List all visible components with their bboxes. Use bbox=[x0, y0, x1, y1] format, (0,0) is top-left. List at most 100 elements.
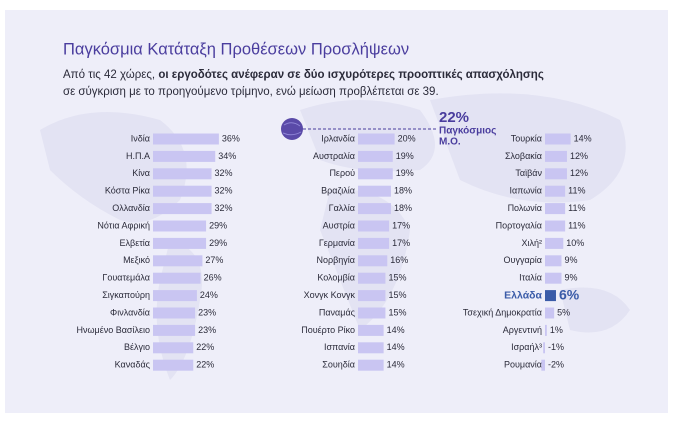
category-label: Γουατεμάλα bbox=[102, 273, 150, 283]
bar bbox=[358, 133, 395, 145]
category-label: Παναμάς bbox=[319, 307, 356, 317]
value-label: 32% bbox=[215, 186, 233, 196]
value-label: 29% bbox=[209, 220, 227, 230]
value-label: 14% bbox=[387, 360, 405, 370]
bar bbox=[153, 272, 201, 284]
category-label: Αργεντινή bbox=[503, 325, 542, 335]
bar bbox=[153, 290, 197, 302]
bar bbox=[153, 255, 203, 267]
category-label: Χονγκ Κονγκ bbox=[304, 290, 356, 300]
category-label: Σλοβακία bbox=[505, 151, 542, 161]
category-label: Ιαπωνία bbox=[509, 186, 542, 196]
category-label: Καναδάς bbox=[115, 360, 151, 370]
category-label: Φινλανδία bbox=[110, 307, 150, 317]
value-label: 22% bbox=[196, 342, 214, 352]
value-label: 27% bbox=[205, 255, 223, 265]
bar bbox=[153, 220, 207, 232]
category-label: Ταϊβάν bbox=[515, 168, 542, 178]
value-label: 16% bbox=[390, 255, 408, 265]
bar bbox=[545, 150, 567, 162]
category-label: Ρουμανία bbox=[504, 360, 542, 370]
value-label: 26% bbox=[204, 273, 222, 283]
value-label: 17% bbox=[392, 220, 410, 230]
value-label: -1% bbox=[548, 342, 564, 352]
bar bbox=[545, 220, 566, 232]
value-label: 6% bbox=[559, 286, 580, 302]
category-label: Βέλγιο bbox=[124, 342, 150, 352]
value-label: 23% bbox=[198, 325, 216, 335]
category-label: Κίνα bbox=[132, 168, 150, 178]
category-label: Αυστρία bbox=[323, 220, 355, 230]
bar bbox=[545, 203, 566, 215]
bar bbox=[153, 203, 212, 215]
value-label: 22% bbox=[196, 360, 214, 370]
category-label: Τουρκία bbox=[511, 133, 542, 143]
bar bbox=[358, 220, 390, 232]
category-label: Σουηδία bbox=[322, 360, 355, 370]
bar bbox=[153, 150, 216, 162]
category-label: Η.Π.Α bbox=[126, 151, 150, 161]
category-label: Κολομβία bbox=[317, 273, 355, 283]
bar bbox=[545, 324, 547, 336]
bar bbox=[358, 307, 386, 319]
value-label: 14% bbox=[574, 133, 592, 143]
bar bbox=[358, 203, 391, 215]
category-label: Γερμανία bbox=[319, 238, 355, 248]
globe-lines bbox=[282, 122, 302, 136]
value-label: 15% bbox=[388, 290, 406, 300]
bar bbox=[541, 359, 545, 371]
bar bbox=[358, 342, 384, 354]
category-label: Σιγκαπούρη bbox=[102, 290, 150, 300]
bar bbox=[153, 324, 196, 336]
bar bbox=[153, 359, 194, 371]
value-label: 15% bbox=[388, 273, 406, 283]
bar bbox=[543, 342, 545, 354]
category-label: Τσεχική Δημοκρατία bbox=[463, 307, 542, 317]
bar bbox=[153, 133, 219, 145]
value-label: -2% bbox=[548, 360, 564, 370]
value-label: 20% bbox=[398, 133, 416, 143]
bar bbox=[358, 359, 384, 371]
bar bbox=[545, 133, 571, 145]
value-label: 29% bbox=[209, 238, 227, 248]
category-label: Ισπανία bbox=[324, 342, 355, 352]
value-label: 32% bbox=[215, 203, 233, 213]
bar bbox=[358, 290, 386, 302]
subtitle: σε σύγκριση με το προηγούμενο τρίμηνο, ε… bbox=[63, 86, 439, 98]
bar bbox=[358, 255, 388, 267]
value-label: 11% bbox=[568, 186, 585, 196]
value-label: 5% bbox=[557, 307, 570, 317]
bar bbox=[153, 307, 196, 319]
bar bbox=[153, 168, 212, 180]
bar bbox=[358, 272, 386, 284]
category-label: Νότια Αφρική bbox=[97, 220, 150, 230]
average-value: 22% bbox=[439, 109, 469, 126]
bar bbox=[545, 290, 556, 302]
value-label: 19% bbox=[396, 168, 414, 178]
category-label: Ισραήλ³ bbox=[511, 342, 542, 352]
bar bbox=[358, 324, 384, 336]
category-label: Πολωνία bbox=[508, 203, 542, 213]
category-label: Κόστα Ρίκα bbox=[105, 186, 150, 196]
globe-icon bbox=[281, 118, 303, 140]
category-label: Βραζιλία bbox=[321, 186, 355, 196]
average-text: Μ.Ο. bbox=[439, 137, 461, 148]
category-label: Νορβηγία bbox=[316, 255, 355, 265]
value-label: 36% bbox=[222, 133, 240, 143]
category-label: Ουγγαρία bbox=[504, 255, 542, 265]
subtitle: Από τις 42 χώρες, οι εργοδότες ανέφεραν … bbox=[63, 69, 544, 81]
bar bbox=[153, 342, 194, 354]
category-label: Πορτογαλία bbox=[496, 220, 542, 230]
value-label: 12% bbox=[570, 151, 588, 161]
value-label: 14% bbox=[387, 342, 405, 352]
bar bbox=[358, 168, 393, 180]
category-label: Ιρλανδία bbox=[321, 133, 355, 143]
subtitle-bold: οι εργοδότες ανέφεραν σε δύο ισχυρότερες… bbox=[158, 69, 543, 81]
bar bbox=[545, 168, 567, 180]
bar bbox=[358, 185, 391, 197]
category-label: Ηνωμένο Βασίλειο bbox=[76, 325, 150, 335]
value-label: 23% bbox=[198, 307, 216, 317]
category-label: Γαλλία bbox=[329, 203, 355, 213]
value-label: 34% bbox=[218, 151, 236, 161]
